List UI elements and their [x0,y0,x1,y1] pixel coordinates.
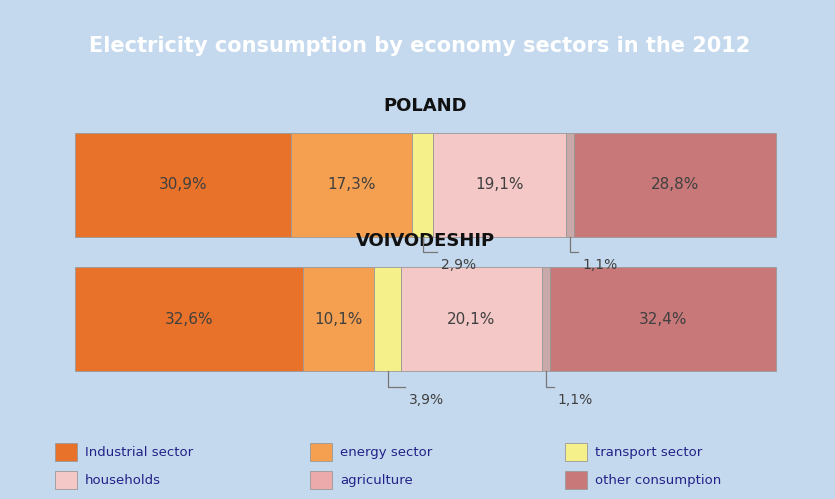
Text: energy sector: energy sector [340,446,433,459]
Text: 32,6%: 32,6% [164,312,214,327]
Bar [310,471,332,489]
Bar [401,267,542,371]
Text: 20,1%: 20,1% [448,312,496,327]
Bar [565,471,587,489]
Bar [565,443,587,461]
Text: 19,1%: 19,1% [475,177,524,192]
Bar [55,443,77,461]
Text: 2,9%: 2,9% [441,258,476,272]
Bar [291,133,412,237]
Bar [374,267,401,371]
Bar [542,267,549,371]
Text: 28,8%: 28,8% [650,177,699,192]
Bar [566,133,574,237]
Bar [75,267,303,371]
Text: 1,1%: 1,1% [582,258,617,272]
Text: 1,1%: 1,1% [558,393,593,407]
Bar [303,267,374,371]
Text: Electricity consumption by economy sectors in the 2012: Electricity consumption by economy secto… [89,36,750,56]
Bar [75,133,291,237]
Bar [549,267,777,371]
Text: households: households [85,474,161,487]
Bar [433,133,566,237]
Text: VOIVODESHIP: VOIVODESHIP [356,232,494,250]
Bar [574,133,776,237]
Text: transport sector: transport sector [595,446,702,459]
Text: 10,1%: 10,1% [314,312,362,327]
Text: 30,9%: 30,9% [159,177,207,192]
Bar [412,133,433,237]
Text: 3,9%: 3,9% [409,393,444,407]
Text: agriculture: agriculture [340,474,412,487]
Text: 32,4%: 32,4% [639,312,687,327]
Bar [310,443,332,461]
Text: other consumption: other consumption [595,474,721,487]
Text: POLAND: POLAND [383,97,467,115]
Text: 17,3%: 17,3% [327,177,376,192]
Bar [55,471,77,489]
Text: Industrial sector: Industrial sector [85,446,193,459]
